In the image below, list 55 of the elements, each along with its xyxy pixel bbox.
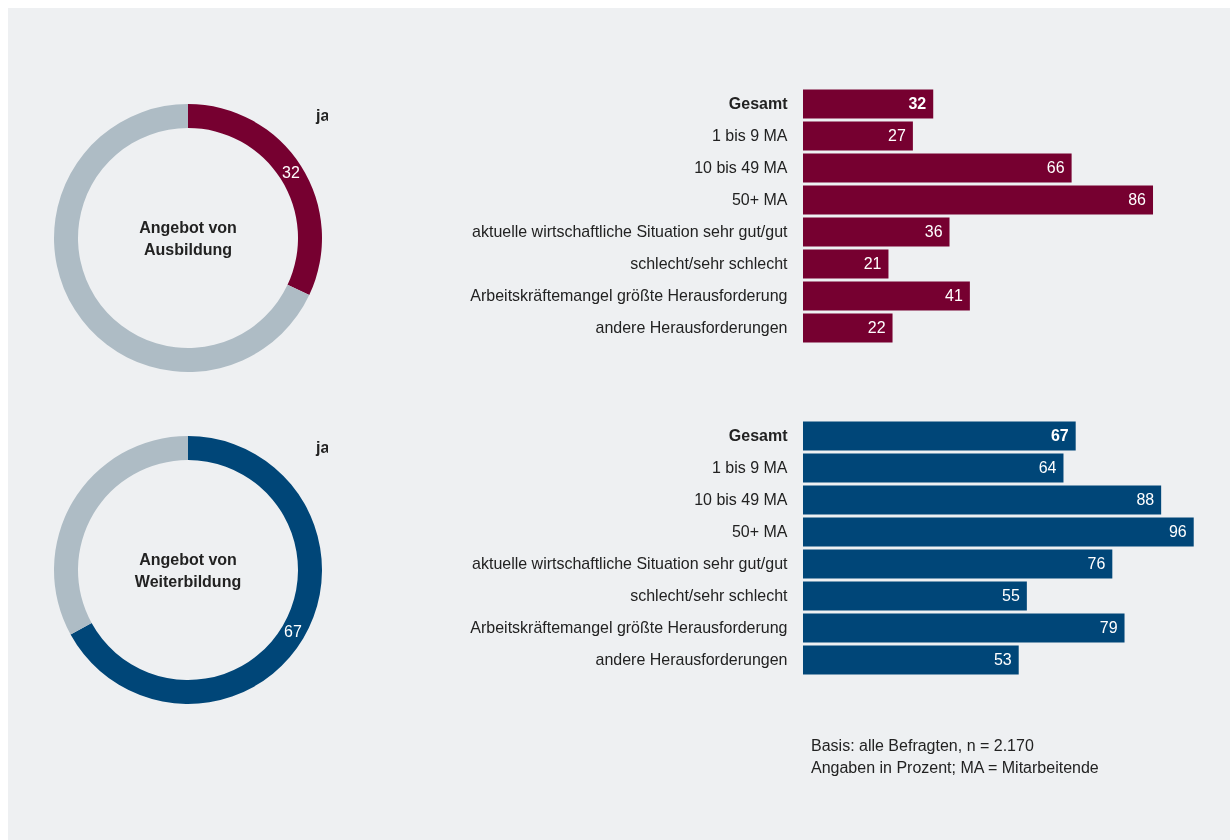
y-tick-label: 50+ MA (731, 523, 788, 540)
y-tick-label: Arbeitskräftemangel größte Herausforderung (470, 287, 788, 304)
y-tick-label: Gesamt (728, 95, 789, 112)
y-tick-label: Arbeitskräftemangel größte Herausforderung (470, 619, 788, 636)
data-label: 53 (993, 651, 1012, 668)
data-label: 32 (908, 95, 927, 112)
data-label: 41 (945, 287, 963, 304)
bar (803, 485, 1162, 515)
y-tick-label: schlecht/sehr schlecht (630, 587, 789, 604)
data-label: 86 (1128, 191, 1147, 208)
text: Angebot von Ausbildung (139, 219, 237, 258)
donut-slice (54, 104, 310, 372)
bar (803, 249, 889, 279)
bar (803, 517, 1194, 547)
data-label: 64 (1038, 459, 1057, 476)
data-label: 21 (863, 255, 882, 272)
data-label: 67 (284, 623, 303, 641)
y-tick-label: Gesamt (728, 427, 789, 444)
y-tick-label: 10 bis 49 MA (694, 159, 788, 176)
y-tick-label: aktuelle wirtschaftliche Situation sehr gut/gut (472, 223, 789, 240)
bar (803, 421, 1076, 451)
text: Angebot von Weiterbildung (134, 551, 242, 590)
bar (803, 313, 893, 343)
data-label: 96 (1168, 523, 1187, 540)
y-tick-label: 1 bis 9 MA (711, 127, 788, 144)
data-label: 76 (1087, 555, 1106, 572)
y-tick-label: 10 bis 49 MA (694, 491, 788, 508)
y-tick-label: andere Herausforderungen (595, 651, 788, 668)
data-label: 55 (1002, 587, 1020, 604)
bar (803, 613, 1125, 643)
bar (803, 153, 1072, 183)
text: Angaben in Prozent; MA = Mitarbeitende (811, 758, 1099, 778)
bar (803, 645, 1019, 675)
data-label: 22 (867, 319, 886, 336)
data-label: 67 (1050, 427, 1069, 444)
data-label: 27 (888, 127, 906, 144)
data-label: 36 (924, 223, 943, 240)
y-tick-label: 50+ MA (731, 191, 788, 208)
y-tick-label: aktuelle wirtschaftliche Situation sehr gut/gut (472, 555, 789, 572)
data-label: 79 (1099, 619, 1118, 636)
y-tick-label: andere Herausforderungen (595, 319, 788, 336)
bar (803, 581, 1027, 611)
bar (803, 185, 1154, 215)
data-label: 66 (1046, 159, 1065, 176)
y-tick-label: 1 bis 9 MA (711, 459, 788, 476)
y-tick-label: schlecht/sehr schlecht (630, 255, 789, 272)
bar (803, 549, 1113, 579)
bar (803, 121, 913, 151)
bar (803, 281, 970, 311)
bar (803, 453, 1064, 483)
data-label: 88 (1136, 491, 1155, 508)
data-label: 32 (282, 163, 301, 181)
bar (803, 217, 950, 247)
bar (803, 89, 934, 119)
text: Basis: alle Befragten, n = 2.170 (811, 736, 1035, 756)
